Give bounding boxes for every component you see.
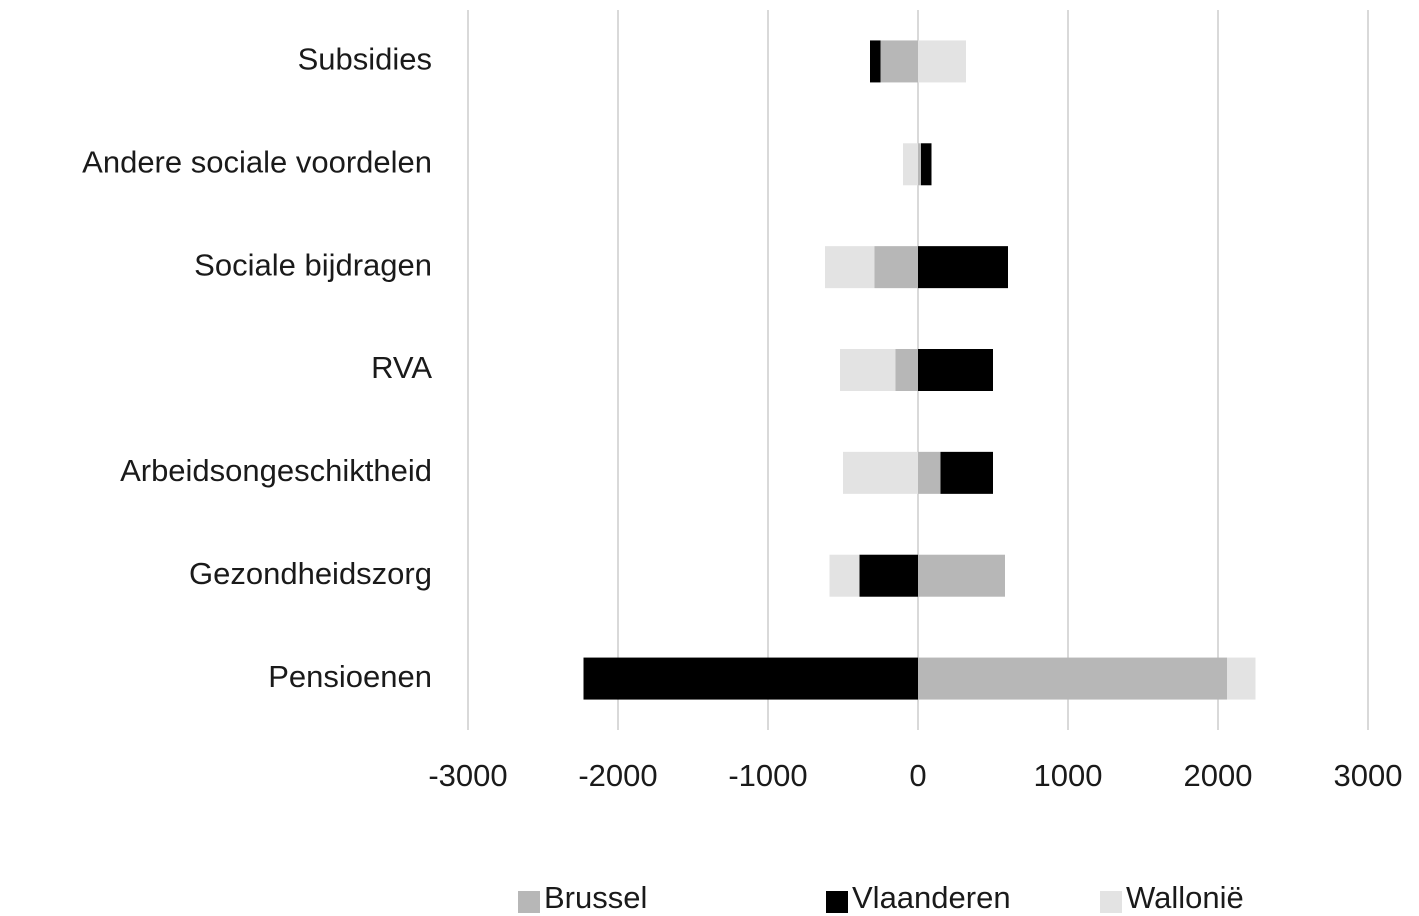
bar	[940, 451, 993, 494]
bar	[583, 657, 918, 700]
x-tick-label: 3000	[1334, 758, 1403, 793]
bar	[918, 349, 993, 391]
bar	[840, 349, 896, 391]
bar	[921, 143, 932, 186]
bar	[895, 349, 918, 391]
y-tick-label: Andere sociale voordelen	[82, 144, 432, 179]
bar	[880, 40, 918, 83]
bar	[859, 554, 918, 597]
legend-swatch	[826, 891, 848, 913]
legend-swatch	[1100, 891, 1122, 913]
x-tick-label: 1000	[1034, 758, 1103, 793]
bar	[843, 451, 918, 494]
bar	[918, 40, 966, 83]
legend-label: Vlaanderen	[852, 880, 1011, 915]
bar	[825, 246, 875, 289]
x-tick-label: 2000	[1184, 758, 1253, 793]
legend-label: Wallonië	[1126, 880, 1244, 915]
bar	[918, 657, 1227, 700]
x-tick-label: 0	[909, 758, 926, 793]
bar	[918, 451, 941, 494]
legend-label: Brussel	[544, 880, 647, 915]
bar	[829, 554, 860, 597]
x-tick-label: -1000	[728, 758, 807, 793]
bar	[870, 40, 881, 83]
y-tick-label: Subsidies	[298, 42, 432, 77]
bar	[903, 143, 918, 186]
bar	[918, 246, 1008, 289]
x-tick-label: -2000	[578, 758, 657, 793]
bar	[874, 246, 918, 289]
bar	[918, 554, 1005, 597]
bar	[1227, 657, 1256, 700]
bar	[918, 143, 921, 186]
y-tick-label: RVA	[371, 350, 432, 385]
y-tick-label: Gezondheidszorg	[189, 556, 432, 591]
y-tick-label: Arbeidsongeschiktheid	[120, 453, 432, 488]
x-tick-label: -3000	[428, 758, 507, 793]
legend-swatch	[518, 891, 540, 913]
y-tick-label: Pensioenen	[268, 659, 432, 694]
y-tick-label: Sociale bijdragen	[194, 247, 432, 282]
